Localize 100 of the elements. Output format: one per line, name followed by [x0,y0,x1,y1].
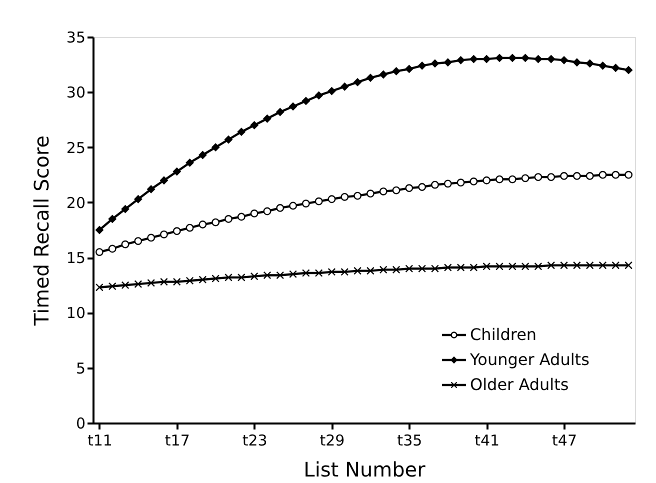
point [598,62,607,70]
point [547,261,556,270]
point [444,264,452,272]
point [302,200,310,208]
point [392,67,400,76]
point [250,121,258,130]
point [160,176,168,184]
point [328,268,336,276]
point [147,234,156,242]
point [276,108,284,116]
point [134,195,142,204]
point [289,102,297,110]
y-tick-label: 5 [76,359,86,378]
point [224,273,232,282]
point [212,218,220,226]
point [328,87,336,95]
point [237,212,246,221]
legend-label: Children [470,325,537,344]
point [314,91,323,100]
point [108,282,116,290]
point [560,172,568,180]
point [276,204,284,212]
point [250,210,258,218]
point [366,74,374,82]
point [121,205,130,213]
point [198,151,207,159]
point [314,269,323,277]
point [121,240,130,248]
point [405,65,414,73]
point [237,273,246,282]
point [431,180,439,189]
point [547,55,556,64]
point [418,183,426,191]
point [250,272,258,280]
point [534,55,542,64]
point [96,226,104,234]
point [289,202,297,210]
point [612,170,620,179]
point [431,264,439,273]
point [624,66,632,74]
x-tick-label: t35 [397,432,422,450]
point [340,82,349,91]
point [508,262,516,270]
point [134,237,142,245]
point [237,128,246,136]
point [470,55,478,64]
point [212,274,220,282]
x-tick-label: t41 [474,432,500,450]
point [108,215,116,223]
point [314,197,323,206]
point [624,261,632,270]
point [508,54,516,62]
point [586,60,594,68]
point [405,184,414,192]
point [186,224,194,232]
point [96,283,104,292]
point [624,170,632,179]
point [586,172,594,180]
point [379,70,388,78]
point [263,114,272,123]
y-tick-label: 35 [66,28,86,46]
point [340,268,349,276]
point [212,143,220,152]
point [418,264,426,273]
point [612,64,620,72]
point [560,56,568,64]
point [108,244,116,253]
point [224,136,232,144]
point [444,180,452,188]
point [379,187,388,196]
x-tick-label: t11 [87,432,112,450]
point [198,276,207,284]
legend-label: Older Adults [470,375,569,394]
x-axis-title: List Number [304,458,426,482]
point [586,261,594,270]
point [598,261,607,270]
point [508,175,516,184]
point [134,280,142,288]
point [521,262,530,270]
point [302,97,310,105]
point [547,173,556,182]
point [263,207,272,216]
point [186,276,194,285]
point [470,178,478,186]
point [121,281,130,290]
point [612,261,620,270]
point [160,230,168,238]
x-tick-label: t17 [164,432,190,450]
x-tick-label: t47 [552,432,578,450]
point [444,58,452,66]
point [354,266,362,275]
point [496,262,504,270]
point [405,264,414,273]
y-axis-title: Timed Recall Score [29,135,54,327]
point [496,175,504,184]
point [366,190,374,198]
point [572,58,581,66]
point [328,195,336,204]
point [598,170,607,179]
point [456,264,465,272]
